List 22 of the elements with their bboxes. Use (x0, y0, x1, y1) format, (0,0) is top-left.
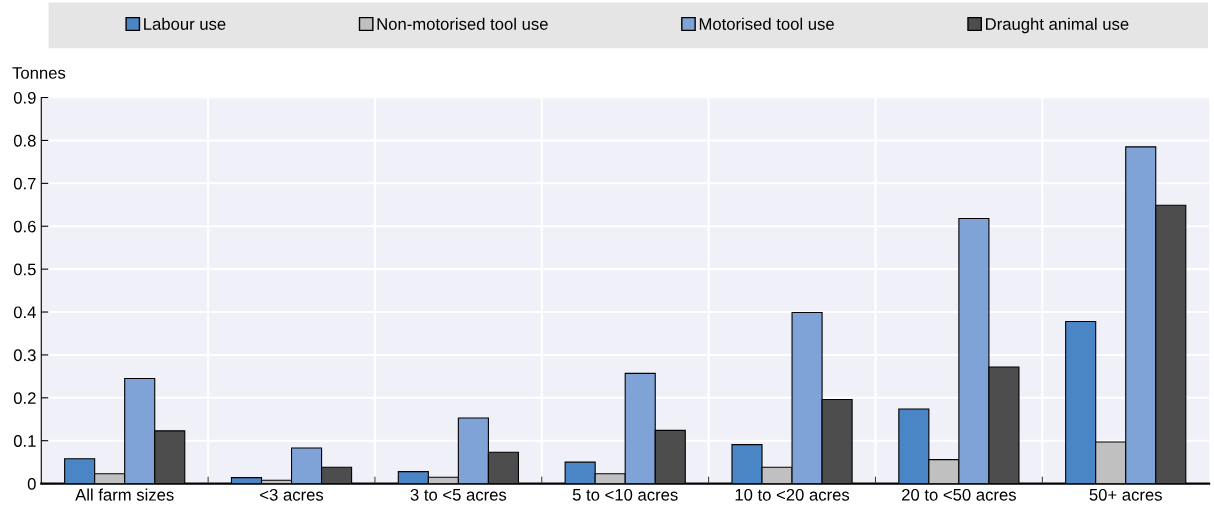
y-tick-label: 0.4 (13, 306, 36, 319)
y-axis-title: Tonnes (12, 67, 66, 79)
legend-label: Labour use (144, 17, 226, 30)
y-tick-label: 0.7 (13, 177, 36, 190)
y-tick-label: 0.5 (13, 263, 36, 276)
x-tick-label: 50+ acres (1089, 488, 1162, 501)
x-tick-label: 10 to <20 acres (735, 488, 850, 501)
y-tick-label: 0.6 (13, 220, 36, 233)
y-tick-label: 0 (27, 478, 36, 490)
x-tick-label: 20 to <50 acres (902, 488, 1016, 501)
y-tick-label: 0.2 (13, 392, 36, 405)
x-tick-label: 3 to <5 acres (410, 488, 507, 501)
x-tick-label: 5 to <10 acres (572, 488, 678, 501)
y-tick-label: 0.8 (13, 134, 36, 147)
y-tick-label: 0.1 (13, 435, 36, 447)
x-tick-label: <3 acres (260, 488, 324, 501)
legend-label: Non-motorised tool use (377, 17, 548, 30)
y-tick-label: 0.3 (13, 349, 36, 362)
legend-label: Motorised tool use (699, 17, 834, 30)
x-tick-label: All farm sizes (75, 488, 174, 501)
y-tick-label: 0.9 (13, 91, 36, 104)
legend-label: Draught animal use (986, 17, 1129, 34)
